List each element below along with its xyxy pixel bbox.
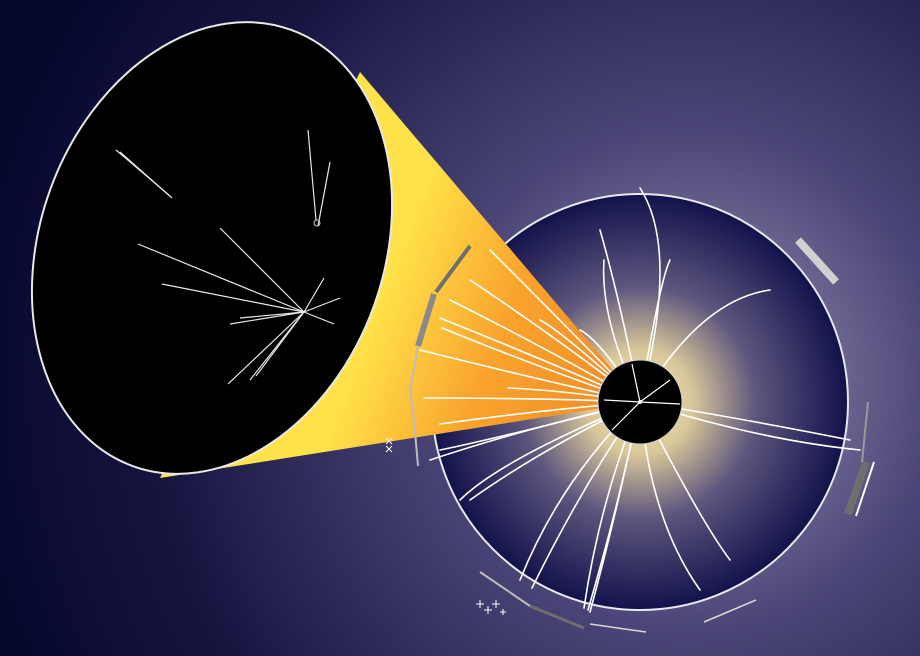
collision-vertex-icon: [638, 400, 642, 404]
